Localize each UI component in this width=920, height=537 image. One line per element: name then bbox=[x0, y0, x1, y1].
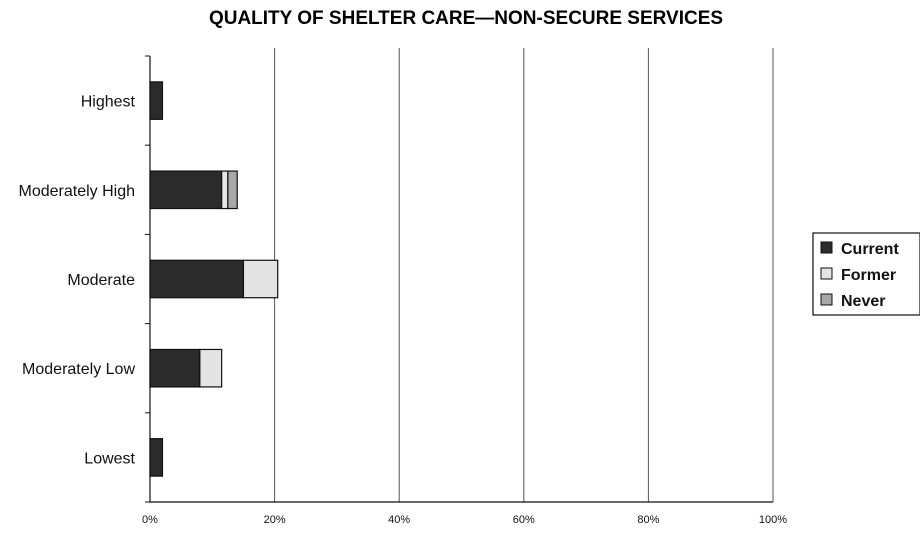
legend-label-current: Current bbox=[841, 241, 899, 258]
legend-swatch-current bbox=[820, 241, 833, 254]
bar-segment-current bbox=[149, 348, 201, 388]
bar-segment-current bbox=[149, 259, 245, 299]
legend-label-never: Never bbox=[841, 293, 885, 310]
legend-swatch-former bbox=[820, 267, 833, 280]
x-tick-label: 20% bbox=[264, 514, 286, 526]
bar-segment-current bbox=[149, 81, 164, 120]
x-tick-label: 0% bbox=[142, 514, 158, 526]
x-tick-label: 80% bbox=[637, 514, 659, 526]
bars bbox=[149, 81, 279, 477]
legend: Current Former Never bbox=[812, 232, 920, 316]
x-tick-labels: 0% 20% 40% 60% 80% 100% bbox=[142, 514, 787, 526]
category-label: Lowest bbox=[84, 450, 135, 467]
bar-segment-never bbox=[227, 170, 238, 210]
category-labels: Highest Moderately High Moderate Moderately… bbox=[19, 94, 136, 468]
bar-segment-former bbox=[199, 348, 223, 388]
category-label: Moderately High bbox=[19, 183, 136, 200]
bar-segment-former bbox=[221, 170, 229, 210]
legend-swatch-never bbox=[820, 293, 833, 306]
category-label: Moderate bbox=[67, 272, 135, 289]
bar-segment-current bbox=[149, 438, 164, 477]
x-tick-label: 100% bbox=[759, 514, 787, 526]
bar-segment-current bbox=[149, 170, 223, 210]
chart-title: QUALITY OF SHELTER CARE—NON-SECURE SERVI… bbox=[209, 8, 723, 29]
grid-lines bbox=[274, 48, 774, 502]
x-tick-label: 60% bbox=[513, 514, 535, 526]
category-label: Highest bbox=[81, 94, 136, 111]
x-tick-label: 40% bbox=[388, 514, 410, 526]
legend-label-former: Former bbox=[841, 267, 896, 284]
bar-segment-former bbox=[242, 259, 279, 299]
category-label: Moderately Low bbox=[22, 361, 135, 378]
